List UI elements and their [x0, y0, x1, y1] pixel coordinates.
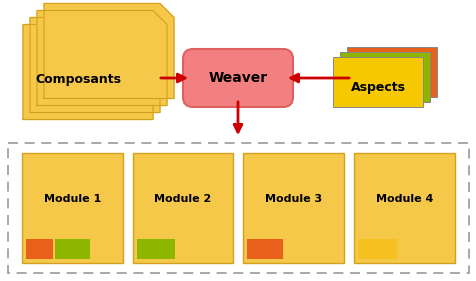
FancyBboxPatch shape [243, 153, 344, 263]
Text: Weaver: Weaver [208, 71, 267, 85]
Bar [8, 143, 468, 273]
Bar [247, 239, 282, 259]
Polygon shape [44, 3, 174, 99]
Polygon shape [23, 24, 153, 119]
Polygon shape [30, 17, 159, 112]
Text: Composants: Composants [35, 74, 121, 87]
Bar [137, 239, 175, 259]
FancyBboxPatch shape [22, 153, 122, 263]
Bar [26, 239, 53, 259]
Bar [55, 239, 90, 259]
FancyBboxPatch shape [132, 153, 233, 263]
FancyBboxPatch shape [332, 57, 422, 107]
FancyBboxPatch shape [183, 49, 292, 107]
Text: Module 3: Module 3 [265, 194, 322, 204]
Text: Module 2: Module 2 [154, 194, 211, 204]
FancyBboxPatch shape [354, 153, 454, 263]
FancyBboxPatch shape [339, 52, 429, 102]
FancyBboxPatch shape [346, 47, 436, 97]
Text: Module 4: Module 4 [375, 194, 432, 204]
Text: Module 1: Module 1 [44, 194, 101, 204]
Polygon shape [37, 10, 167, 105]
Bar [357, 239, 396, 259]
Text: Aspects: Aspects [350, 80, 405, 94]
